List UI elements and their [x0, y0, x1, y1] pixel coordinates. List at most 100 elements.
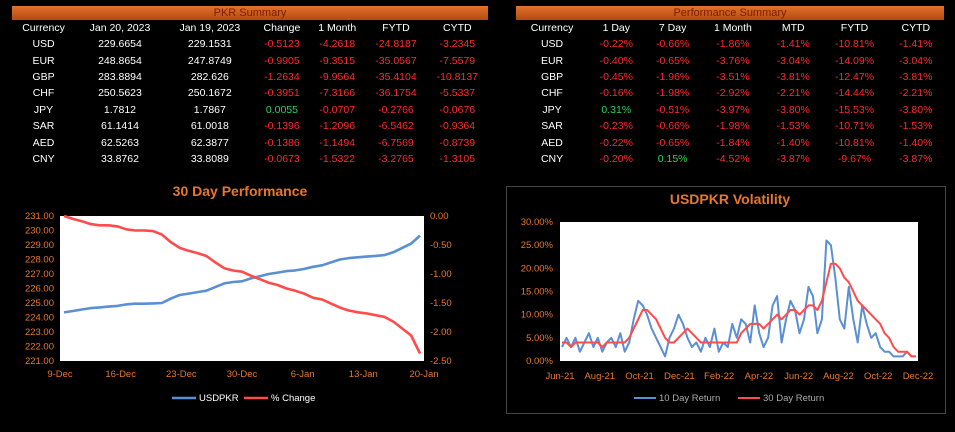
value-cell: 62.3877: [190, 136, 229, 149]
value-cell: -1.40%: [776, 136, 810, 149]
value-cell: -1.1494: [319, 136, 356, 149]
value-cell: -0.5123: [264, 38, 300, 51]
x-tick-label: Aug-21: [584, 371, 615, 382]
value-cell: -0.23%: [599, 120, 633, 133]
value-cell: -0.40%: [599, 54, 633, 67]
value-cell: -3.80%: [776, 103, 810, 116]
chart-usdpkr-volatility: 0.00% 5.00% 10.00% 15.00% 20.00% 25.00% 30.00%…: [521, 217, 934, 404]
value-cell: 0.0055: [265, 103, 298, 116]
value-cell: -3.04%: [899, 54, 933, 67]
series-line-usdpkr: [63, 234, 421, 314]
value-cell: -1.3105: [439, 152, 476, 165]
value-cell: -3.51%: [716, 70, 750, 83]
chart-volatility-title: USDPKR Volatility: [669, 191, 791, 207]
legend-label: 10 Day Return: [659, 393, 720, 404]
value-cell: 247.8749: [187, 54, 232, 67]
value-cell: -0.66%: [656, 120, 690, 133]
column-header: Jan 20, 2023: [89, 22, 151, 34]
currency-cell: CNY: [540, 152, 564, 165]
value-cell: -1.2096: [319, 120, 356, 133]
value-cell: -3.87%: [776, 152, 810, 165]
table-row: CNY -0.20% 0.15% -4.52% -3.87% -9.67% -3.87%: [516, 151, 944, 167]
value-cell: -0.1386: [264, 136, 300, 149]
table-row: JPY 0.31% -0.51% -3.97% -3.80% -15.53% -3.80%: [516, 102, 944, 118]
x-tick-label: Feb-22: [704, 371, 734, 382]
currency-cell: GBP: [32, 70, 55, 83]
y-left-tick-label: 227.00: [25, 269, 54, 280]
table-row: AED 62.5263 62.3877 -0.1386 -1.1494 -6.7569 -0…: [12, 134, 488, 150]
currency-cell: AED: [32, 136, 55, 149]
value-cell: 0.15%: [657, 152, 688, 165]
value-cell: -6.5462: [378, 120, 414, 133]
y-left-tick-label: 228.00: [25, 255, 54, 266]
value-cell: 282.626: [190, 70, 229, 83]
value-cell: 1.7867: [193, 103, 226, 116]
column-header: FYTD: [840, 22, 869, 34]
value-cell: -1.40%: [899, 136, 933, 149]
value-cell: 61.0018: [190, 120, 229, 133]
value-cell: -0.45%: [599, 70, 633, 83]
legend-label: 30 Day Return: [763, 393, 824, 404]
value-cell: -0.0707: [319, 103, 356, 116]
column-header: 1 Day: [602, 22, 631, 34]
value-cell: -3.81%: [776, 70, 810, 83]
value-cell: -1.5322: [319, 152, 356, 165]
column-header: Change: [263, 22, 301, 34]
value-cell: -12.47%: [834, 70, 875, 83]
series-line-30-day-return: [562, 262, 916, 358]
value-cell: -35.0567: [375, 54, 417, 67]
value-cell: -36.1754: [375, 87, 417, 100]
value-cell: -0.1396: [264, 120, 300, 133]
currency-cell: EUR: [32, 54, 55, 67]
value-cell: 248.8654: [98, 54, 142, 67]
value-cell: 33.8762: [100, 152, 139, 165]
value-cell: -35.4104: [375, 70, 417, 83]
currency-cell: USD: [32, 38, 55, 51]
table-row: CHF 250.5623 250.1672 -0.3951 -7.3166 -36.175…: [12, 85, 488, 101]
value-cell: 229.1531: [187, 38, 232, 51]
column-header: MTD: [781, 22, 805, 34]
value-cell: -3.04%: [776, 54, 810, 67]
chart-30day-performance: 221.00 222.00 223.00 224.00 225.00 226.00 227.…: [25, 211, 452, 404]
pkr-summary-panel: PKR Summary Currency Jan 20, 2023 Jan 19, …: [12, 6, 488, 174]
column-header: Jan 19, 2023: [179, 22, 241, 34]
value-cell: -1.84%: [716, 136, 750, 149]
plot-area: [60, 216, 424, 361]
x-tick-label: 20-Jan: [409, 369, 438, 380]
y-left-tick-label: 223.00: [25, 327, 54, 338]
value-cell: 283.8894: [98, 70, 142, 83]
x-tick-label: 9-Dec: [47, 369, 73, 380]
column-header: Currency: [22, 22, 65, 34]
value-cell: -1.2634: [264, 70, 300, 83]
y-left-tick-label: 230.00: [25, 226, 54, 237]
value-cell: -1.41%: [899, 38, 933, 51]
value-cell: -10.71%: [834, 120, 875, 133]
value-cell: -7.5579: [439, 54, 476, 67]
value-cell: -0.66%: [656, 38, 690, 51]
currency-cell: EUR: [540, 54, 564, 67]
value-cell: -14.44%: [834, 87, 875, 100]
table-row: GBP -0.45% -1.96% -3.51% -3.81% -12.47% -3.81%: [516, 69, 944, 85]
value-cell: -2.21%: [899, 87, 933, 100]
value-cell: -0.65%: [656, 54, 690, 67]
y-tick-label: 30.00%: [521, 217, 554, 228]
table-row: USD 229.6654 229.1531 -0.5123 -4.2618 -24.818…: [12, 36, 488, 52]
y-left-tick-label: 222.00: [25, 342, 54, 353]
x-tick-label: Oct-21: [625, 371, 654, 382]
currency-cell: GBP: [540, 70, 564, 83]
value-cell: -6.7569: [378, 136, 414, 149]
value-cell: -1.86%: [716, 38, 750, 51]
column-header: CYTD: [443, 22, 472, 34]
x-tick-label: Dec-22: [903, 371, 934, 382]
value-cell: -0.65%: [656, 136, 690, 149]
currency-cell: JPY: [33, 103, 54, 116]
table-row: SAR 61.1414 61.0018 -0.1396 -1.2096 -6.5462 -0…: [12, 118, 488, 134]
y-right-tick-label: -0.50: [430, 240, 452, 251]
table-row: GBP 283.8894 282.626 -1.2634 -9.9564 -35.4104…: [12, 69, 488, 85]
y-left-tick-label: 221.00: [25, 356, 54, 367]
value-cell: -0.9905: [264, 54, 300, 67]
y-tick-label: 15.00%: [521, 287, 554, 298]
value-cell: 229.6654: [98, 38, 142, 51]
legend-label: % Change: [271, 393, 315, 404]
y-left-tick-label: 224.00: [25, 313, 54, 324]
